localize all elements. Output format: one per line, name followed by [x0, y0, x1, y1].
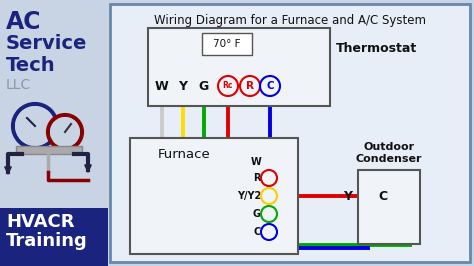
Text: W: W	[155, 80, 169, 93]
Text: Y: Y	[179, 80, 188, 93]
Text: C: C	[378, 189, 387, 202]
Text: HVACR: HVACR	[6, 213, 74, 231]
Text: 70° F: 70° F	[213, 39, 241, 49]
Text: Tech: Tech	[6, 56, 55, 75]
FancyBboxPatch shape	[148, 28, 330, 106]
Text: Service: Service	[6, 34, 87, 53]
FancyBboxPatch shape	[16, 146, 82, 154]
Text: LLC: LLC	[6, 78, 31, 92]
Text: R: R	[246, 81, 254, 91]
Text: W: W	[250, 157, 261, 167]
FancyBboxPatch shape	[0, 0, 108, 266]
Text: G: G	[199, 80, 209, 93]
Text: C: C	[266, 81, 274, 91]
Text: Furnace: Furnace	[158, 148, 211, 161]
Text: Wiring Diagram for a Furnace and A/C System: Wiring Diagram for a Furnace and A/C Sys…	[154, 14, 426, 27]
Circle shape	[15, 106, 55, 146]
FancyBboxPatch shape	[202, 33, 252, 55]
Text: Outdoor
Condenser: Outdoor Condenser	[356, 142, 422, 164]
Text: Rc: Rc	[223, 81, 233, 90]
Text: G: G	[253, 209, 261, 219]
FancyBboxPatch shape	[110, 4, 470, 262]
Circle shape	[50, 117, 80, 147]
FancyBboxPatch shape	[130, 138, 298, 254]
FancyBboxPatch shape	[358, 170, 420, 244]
Text: Thermostat: Thermostat	[336, 42, 417, 55]
Text: AC: AC	[6, 10, 42, 34]
FancyBboxPatch shape	[0, 208, 108, 266]
Text: R: R	[254, 173, 261, 183]
Text: C: C	[254, 227, 261, 237]
Text: Y/Y2: Y/Y2	[237, 191, 261, 201]
Text: Y: Y	[343, 189, 352, 202]
Text: Training: Training	[6, 232, 88, 250]
